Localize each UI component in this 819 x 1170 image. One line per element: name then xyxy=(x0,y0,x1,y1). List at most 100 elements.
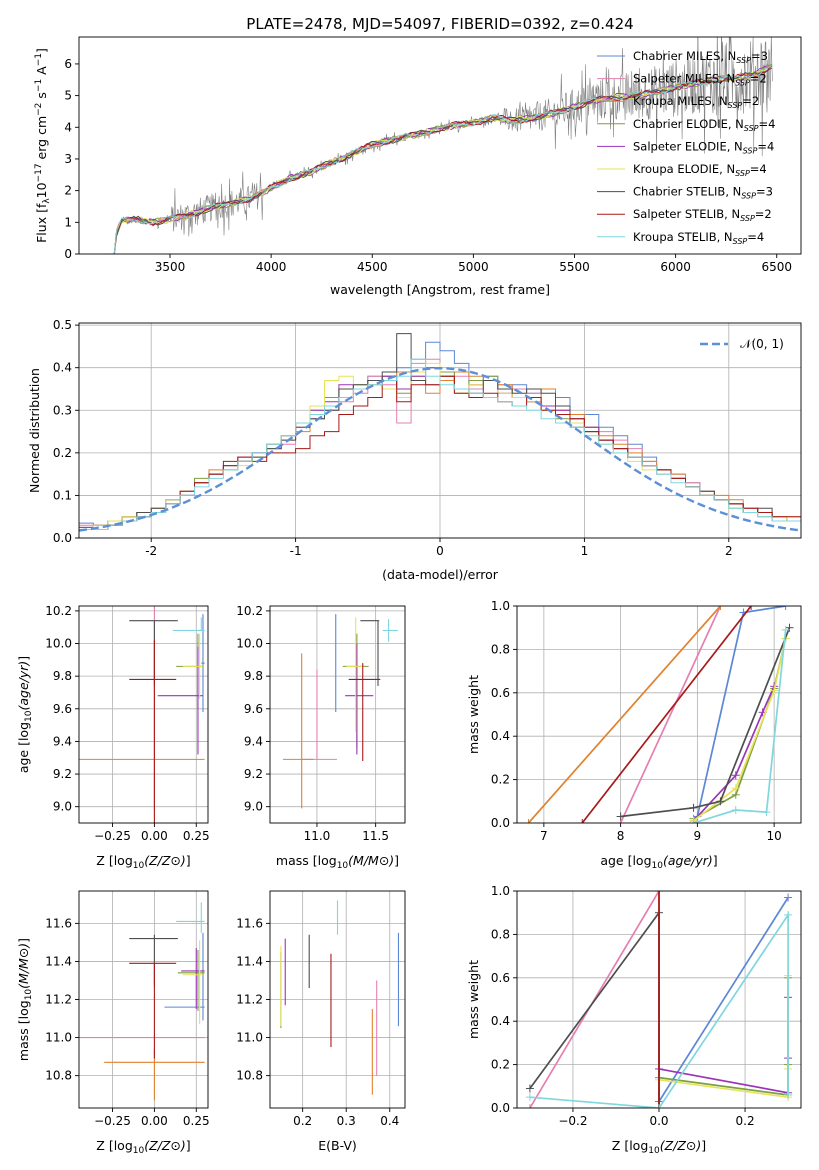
y-tick-label: 0 xyxy=(64,247,72,261)
y-axis-label: mass weight xyxy=(466,960,481,1039)
label-part: ] xyxy=(16,938,31,943)
legend-entry: Kroupa MILES, NSSP=2 xyxy=(633,94,759,110)
y-tick-label: 4 xyxy=(64,120,72,134)
panel-mass-vs-EBV: 0.2 0.3 0.4 10.8 11.0 11.2 11.4 11.6 E(B-V) xyxy=(236,890,406,1153)
label-part: −2 xyxy=(34,103,44,116)
x-tick-label: 0.2 xyxy=(293,1114,312,1128)
label-part: ] xyxy=(186,853,191,868)
y-tick-label: 10.2 xyxy=(45,604,72,618)
legend-entry: Salpeter STELIB, NSSP=2 xyxy=(633,207,772,223)
x-tick-label: 7 xyxy=(540,829,548,843)
mass-weight-line xyxy=(692,638,787,822)
y-tick-label: 10.0 xyxy=(236,637,263,651)
label-part: =2 xyxy=(750,72,767,86)
label-part: =2 xyxy=(755,207,772,221)
label-part: Chabrier MILES, N xyxy=(633,49,736,63)
x-tick-label: -2 xyxy=(145,544,157,558)
label-part: ] xyxy=(186,1138,191,1153)
y-axis-label: mass weight xyxy=(466,675,481,754)
label-part: ] xyxy=(34,48,49,53)
y-tick-label: 10.8 xyxy=(236,1069,263,1083)
model-fit-line xyxy=(109,64,773,254)
x-axis-label: Z [log10(Z/Z⊙)] xyxy=(96,1138,190,1156)
y-tick-label: 11.0 xyxy=(236,1031,263,1045)
y-tick-label: 5 xyxy=(64,89,72,103)
label-part: =3 xyxy=(756,185,773,199)
label-part: SSP xyxy=(741,192,756,201)
label-part: =4 xyxy=(750,162,767,176)
label-part: =3 xyxy=(751,49,768,63)
y-tick-label: 0.3 xyxy=(53,403,72,417)
mass-weight-line xyxy=(692,685,775,822)
x-tick-label: 0.3 xyxy=(337,1114,356,1128)
x-tick-label: 0.4 xyxy=(380,1114,399,1128)
y-tick-label: 0.8 xyxy=(491,642,510,656)
mass-weight-line xyxy=(658,977,789,1096)
label-part: =2 xyxy=(742,94,759,108)
legend-entry: Chabrier MILES, NSSP=3 xyxy=(633,49,768,65)
y-axis-label: Flux [fλ10−17 erg cm−2 s−1 A−1] xyxy=(34,48,52,243)
panel-age-vs-Z: −0.25 0.00 0.25 9.0 9.2 9.4 9.6 9.8 10.0 10.2 Z [l… xyxy=(16,604,210,871)
label-part: (M/M⊙) xyxy=(16,943,31,989)
plot-area xyxy=(270,606,405,823)
mass-weight-line xyxy=(529,910,660,1108)
label-part: Salpeter MILES, N xyxy=(633,72,735,86)
x-axis-label: mass [log10(M/M⊙)] xyxy=(276,853,399,871)
label-part: =4 xyxy=(759,117,776,131)
y-axis-label: Normed distribution xyxy=(27,368,42,493)
y-tick-label: 0.4 xyxy=(491,729,510,743)
label-part: age [log xyxy=(16,722,31,773)
x-tick-label: −0.25 xyxy=(94,829,131,843)
label-part: 10 xyxy=(24,989,34,1001)
panel-mass-weight-vs-Z: −0.2 0.0 0.2 0.0 0.2 0.4 0.6 0.8 1.0 Z [log10(Z/Z… xyxy=(466,884,802,1156)
label-part: Kroupa MILES, N xyxy=(633,94,728,108)
y-axis-label: mass [log10(M/M⊙)] xyxy=(16,938,34,1061)
x-tick-label: 0.2 xyxy=(736,1114,755,1128)
x-axis-label: Z [log10(Z/Z⊙)] xyxy=(612,1138,706,1156)
x-tick-label: 5000 xyxy=(458,260,489,274)
label-part: 10 xyxy=(133,1146,145,1156)
label-part: 10 xyxy=(648,1146,660,1156)
legend-entry: Chabrier ELODIE, NSSP=4 xyxy=(633,117,775,133)
histogram-step-line xyxy=(79,358,801,530)
plot-area xyxy=(79,323,801,538)
x-tick-label: 4000 xyxy=(256,260,287,274)
label-part: (Z/Z⊙) xyxy=(660,1138,702,1153)
label-part: λ xyxy=(42,198,52,204)
label-part: Flux [f xyxy=(34,203,49,243)
plot-area xyxy=(79,891,208,1108)
x-tick-label: 6500 xyxy=(761,260,792,274)
axes-frame xyxy=(516,605,802,824)
label-part: Kroupa STELIB, N xyxy=(633,230,733,244)
plot-area xyxy=(79,606,208,823)
y-tick-label: 9.6 xyxy=(244,702,263,716)
label-part: SSP xyxy=(744,124,759,133)
label-part: SSP xyxy=(740,214,755,223)
plot-area xyxy=(270,891,405,1108)
label-part: ] xyxy=(16,656,31,661)
y-tick-label: 0.0 xyxy=(53,531,72,545)
mass-weight-line xyxy=(619,606,722,823)
panel-spectrum: 3500 4000 4500 5000 5500 6000 6500 0 1 2 3 4 5 6 Chabr… xyxy=(34,36,802,297)
panel-residuals: -2 -1 0 1 2 0.0 0.1 0.2 0.3 0.4 0.5 𝒩(0, 1) (data-mo… xyxy=(27,318,802,582)
x-tick-label: -1 xyxy=(290,544,302,558)
y-tick-label: 0.4 xyxy=(491,1014,510,1028)
label-part: SSP xyxy=(735,79,750,88)
label-part: Salpeter ELODIE, N xyxy=(633,139,743,153)
legend-entry: Salpeter MILES, NSSP=2 xyxy=(633,72,767,88)
x-tick-label: 2 xyxy=(725,544,733,558)
label-part: (age/yr) xyxy=(663,853,713,868)
y-tick-label: 0.2 xyxy=(53,446,72,460)
y-tick-label: 0.2 xyxy=(491,773,510,787)
y-tick-label: 9.2 xyxy=(53,767,72,781)
x-axis-label: age [log10(age/yr)] xyxy=(600,853,717,871)
y-tick-label: 9.6 xyxy=(53,702,72,716)
y-tick-label: 11.4 xyxy=(45,954,72,968)
mass-weight-line xyxy=(658,897,789,1102)
label-part: ] xyxy=(713,853,718,868)
label-part: Kroupa ELODIE, N xyxy=(633,162,735,176)
mass-weight-line xyxy=(527,606,722,823)
y-tick-label: 9.8 xyxy=(244,669,263,683)
y-tick-label: 11.6 xyxy=(45,916,72,930)
